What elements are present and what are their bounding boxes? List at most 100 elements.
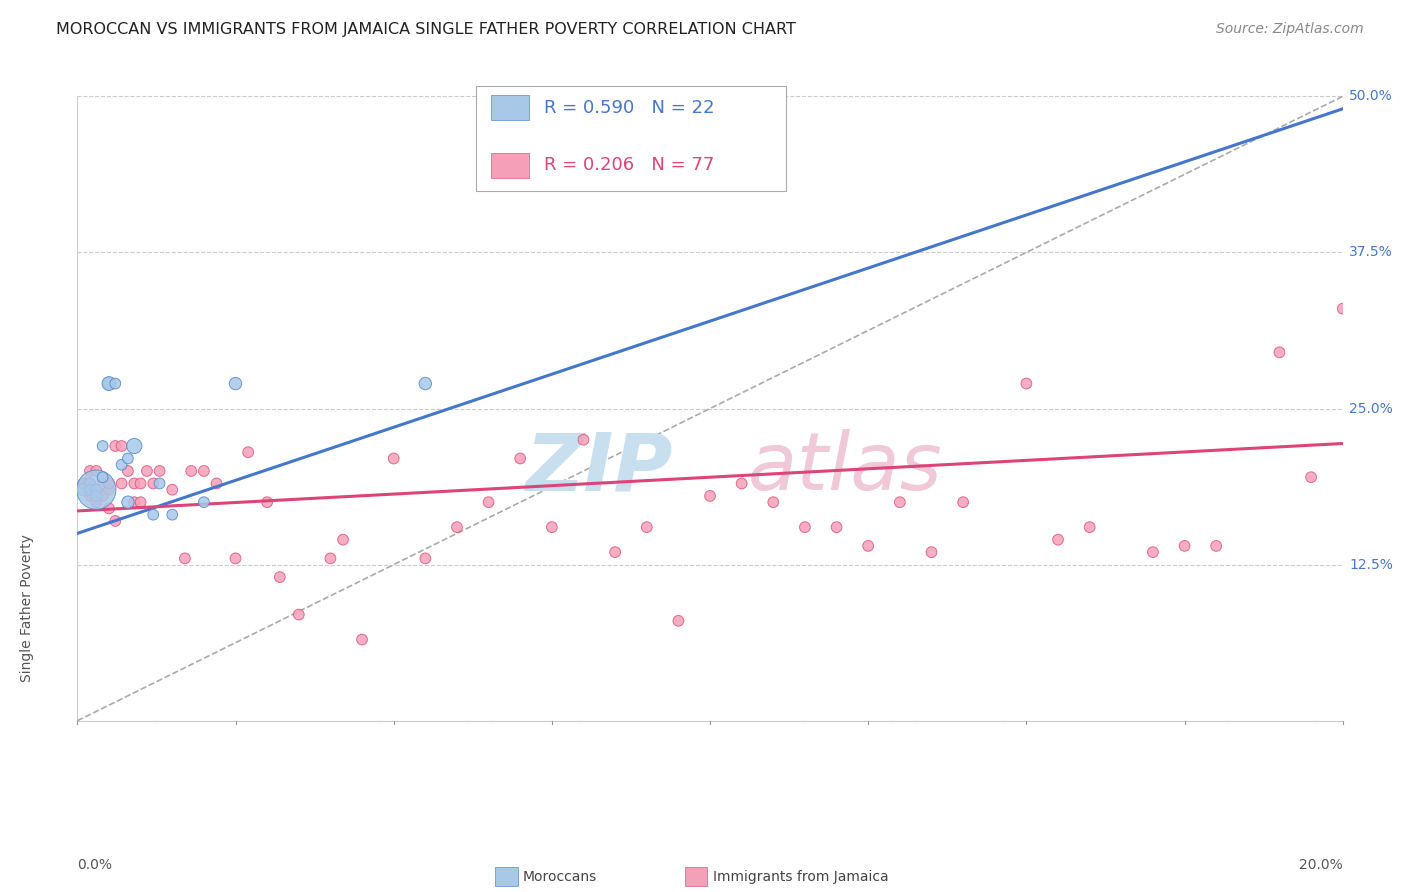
- Point: [1331, 301, 1354, 316]
- Point: [86, 483, 108, 497]
- Point: [86, 495, 108, 509]
- Text: R = 0.206   N = 77: R = 0.206 N = 77: [544, 156, 714, 175]
- Point: [889, 495, 911, 509]
- Point: [509, 451, 531, 466]
- Point: [73, 476, 96, 491]
- Point: [98, 483, 120, 497]
- Point: [699, 489, 721, 503]
- Point: [1268, 345, 1291, 359]
- Point: [124, 495, 146, 509]
- Point: [142, 508, 165, 522]
- Point: [117, 451, 139, 466]
- Point: [129, 476, 152, 491]
- Point: [256, 495, 278, 509]
- Point: [1015, 376, 1038, 391]
- Point: [1301, 470, 1323, 484]
- Point: [111, 476, 132, 491]
- Point: [73, 483, 96, 497]
- Point: [825, 520, 848, 534]
- Text: 50.0%: 50.0%: [1348, 89, 1393, 103]
- Text: 12.5%: 12.5%: [1348, 558, 1393, 572]
- Point: [605, 545, 627, 559]
- Point: [446, 520, 468, 534]
- FancyBboxPatch shape: [475, 87, 786, 191]
- Point: [1142, 545, 1164, 559]
- Point: [86, 483, 108, 497]
- Bar: [491, 153, 529, 178]
- Point: [86, 483, 108, 497]
- Point: [98, 376, 120, 391]
- Point: [124, 439, 146, 453]
- Point: [149, 476, 172, 491]
- Text: ZIP: ZIP: [524, 429, 672, 508]
- Point: [952, 495, 974, 509]
- Point: [1173, 539, 1195, 553]
- Point: [699, 177, 721, 191]
- Point: [205, 476, 228, 491]
- Point: [762, 495, 785, 509]
- Point: [180, 464, 202, 478]
- Point: [135, 464, 157, 478]
- Text: 0.0%: 0.0%: [77, 858, 112, 872]
- Point: [162, 508, 183, 522]
- Point: [129, 495, 152, 509]
- Point: [142, 476, 165, 491]
- Point: [73, 476, 96, 491]
- Point: [79, 476, 101, 491]
- Point: [477, 495, 501, 509]
- Point: [104, 514, 127, 528]
- Bar: [495, 867, 517, 886]
- Point: [98, 476, 120, 491]
- Point: [79, 476, 101, 491]
- Point: [98, 376, 120, 391]
- Point: [79, 483, 101, 497]
- Point: [104, 376, 127, 391]
- Point: [332, 533, 354, 547]
- Point: [174, 551, 197, 566]
- Point: [149, 464, 172, 478]
- Text: R = 0.590   N = 22: R = 0.590 N = 22: [544, 99, 714, 117]
- Point: [269, 570, 291, 584]
- Point: [117, 495, 139, 509]
- Point: [413, 376, 436, 391]
- Point: [225, 376, 247, 391]
- Point: [91, 476, 114, 491]
- Point: [1205, 539, 1227, 553]
- Point: [98, 501, 120, 516]
- Point: [225, 551, 247, 566]
- Point: [91, 439, 114, 453]
- Text: Single Father Poverty: Single Father Poverty: [20, 534, 34, 682]
- Point: [352, 632, 374, 647]
- Bar: [491, 95, 529, 120]
- Point: [86, 464, 108, 478]
- Text: 37.5%: 37.5%: [1348, 245, 1393, 260]
- Bar: [685, 867, 707, 886]
- Text: Moroccans: Moroccans: [523, 870, 598, 884]
- Point: [111, 439, 132, 453]
- Point: [162, 483, 183, 497]
- Point: [572, 433, 595, 447]
- Point: [540, 520, 562, 534]
- Point: [319, 551, 342, 566]
- Point: [79, 489, 101, 503]
- Text: atlas: atlas: [748, 429, 943, 508]
- Point: [668, 614, 690, 628]
- Point: [731, 476, 754, 491]
- Point: [236, 445, 259, 459]
- Point: [111, 458, 132, 472]
- Point: [1078, 520, 1101, 534]
- Point: [91, 470, 114, 484]
- Point: [382, 451, 405, 466]
- Point: [1046, 533, 1069, 547]
- Point: [79, 476, 101, 491]
- Point: [104, 439, 127, 453]
- Point: [79, 464, 101, 478]
- Text: Immigrants from Jamaica: Immigrants from Jamaica: [713, 870, 889, 884]
- Point: [117, 464, 139, 478]
- Point: [86, 489, 108, 503]
- Point: [288, 607, 311, 622]
- Point: [636, 520, 658, 534]
- Point: [124, 476, 146, 491]
- Point: [413, 551, 436, 566]
- Text: Source: ZipAtlas.com: Source: ZipAtlas.com: [1216, 22, 1364, 37]
